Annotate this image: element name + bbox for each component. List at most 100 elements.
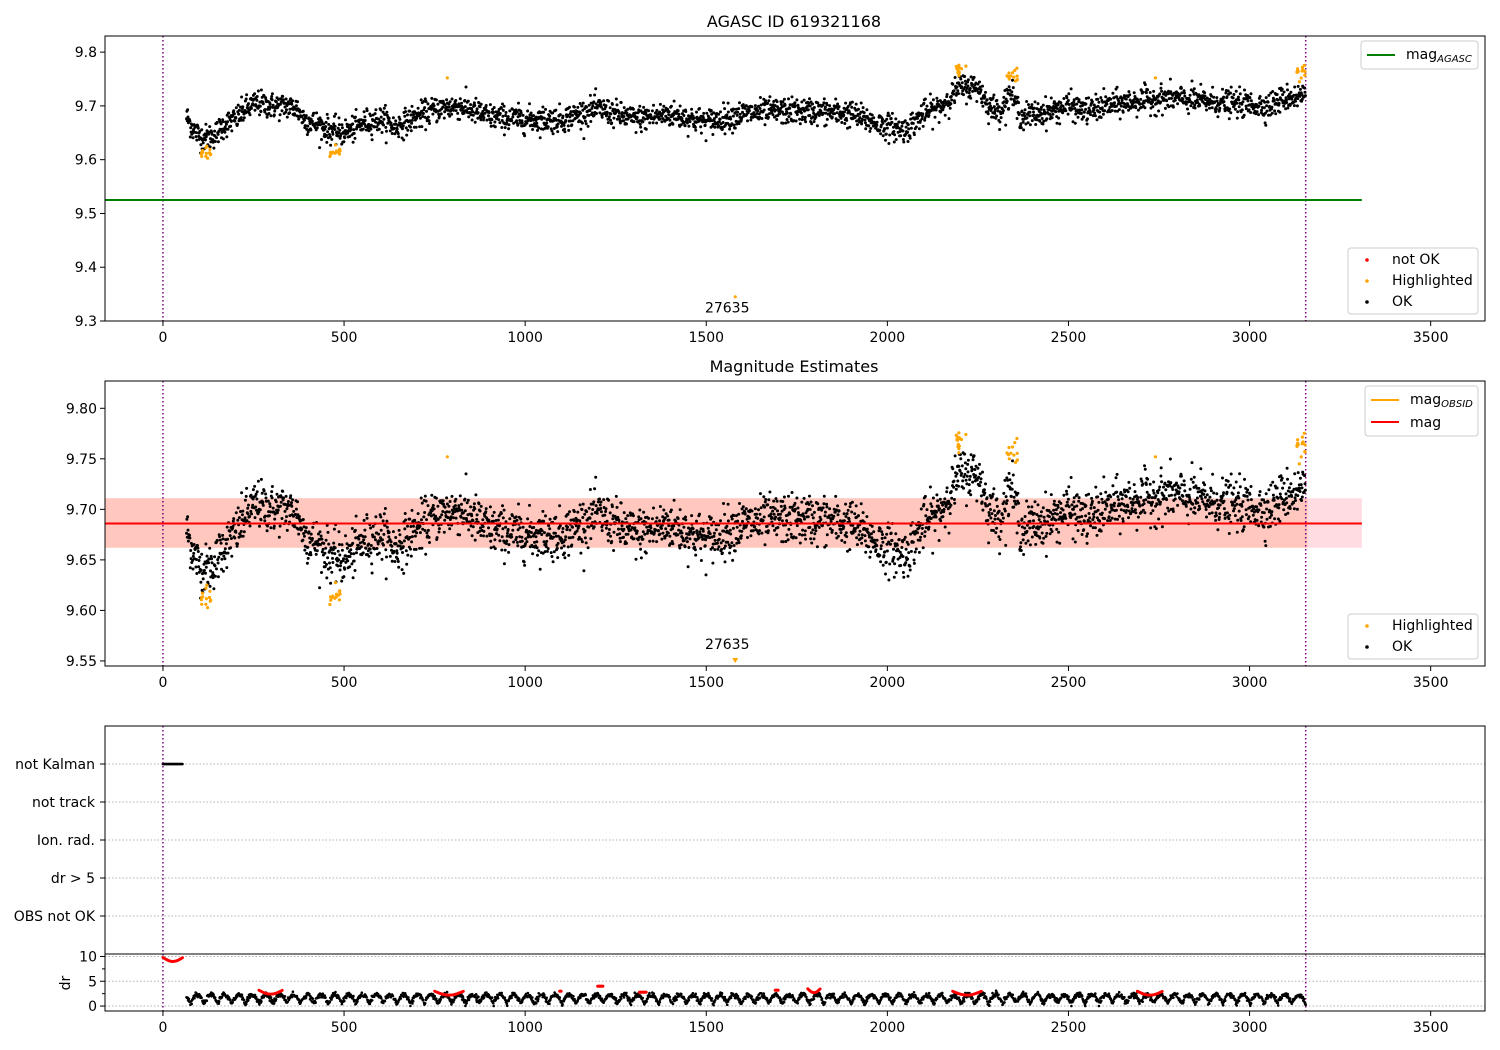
ok-point	[1184, 102, 1188, 106]
ok-point	[622, 106, 626, 110]
ok-point	[808, 494, 811, 498]
ok-point	[671, 527, 674, 531]
ok-point	[275, 492, 279, 496]
ok-point	[610, 121, 614, 125]
ok-point	[332, 114, 336, 118]
ok-point	[213, 129, 217, 133]
ok-point	[401, 551, 404, 554]
ok-point	[720, 551, 724, 555]
ok-point	[460, 101, 463, 105]
ok-point	[900, 546, 904, 549]
ok-point	[373, 125, 377, 129]
ok-point	[840, 539, 844, 542]
ok-point	[1211, 85, 1215, 89]
ok-point	[250, 512, 253, 516]
ok-point	[369, 123, 373, 127]
ok-point	[448, 114, 452, 118]
ok-point	[1038, 113, 1042, 117]
ok-point	[672, 524, 676, 528]
ok-point	[941, 108, 945, 112]
ok-point	[380, 131, 384, 134]
ok-point	[605, 110, 609, 114]
ok-point	[517, 101, 520, 105]
ok-point	[758, 115, 762, 119]
ok-point	[188, 566, 192, 570]
highlighted-point	[204, 146, 208, 150]
ok-point	[369, 114, 373, 118]
ok-point	[751, 529, 755, 533]
ok-point	[484, 510, 488, 514]
ok-point	[1221, 87, 1224, 91]
ok-point	[703, 123, 707, 127]
ok-point	[568, 528, 572, 532]
ok-point	[744, 507, 748, 511]
ok-point	[282, 98, 285, 102]
ok-point	[1204, 104, 1208, 108]
ok-point	[761, 519, 765, 522]
ok-point	[245, 486, 249, 490]
ok-point	[1282, 90, 1286, 94]
ok-point	[260, 491, 264, 495]
ok-point	[324, 546, 328, 550]
ok-point	[515, 540, 519, 544]
ok-point	[967, 91, 971, 95]
ok-point	[631, 107, 635, 111]
ok-point	[964, 82, 968, 86]
ok-point	[753, 104, 757, 108]
ok-point	[988, 101, 992, 105]
ok-point	[546, 547, 550, 551]
ok-point	[699, 125, 703, 129]
ok-point	[237, 516, 241, 520]
ok-point	[370, 138, 374, 142]
ok-point	[353, 115, 357, 119]
ok-point	[361, 551, 365, 555]
ok-point	[607, 115, 611, 119]
ok-point	[560, 538, 564, 541]
ok-point	[254, 505, 258, 509]
ok-point	[583, 529, 587, 533]
ok-point	[1143, 83, 1147, 87]
ok-point	[580, 508, 584, 511]
ok-point	[548, 527, 552, 531]
ok-point	[1011, 78, 1014, 82]
ok-point	[199, 580, 203, 584]
ok-point	[531, 552, 535, 556]
ok-point	[382, 106, 386, 110]
ok-point	[478, 509, 482, 513]
ok-point	[892, 130, 896, 133]
ok-point	[720, 127, 724, 131]
ok-point	[385, 555, 388, 559]
ok-point	[766, 115, 770, 119]
legend-label-ok: OK	[1392, 294, 1413, 310]
ok-point	[479, 102, 483, 106]
ok-point	[458, 97, 462, 101]
ok-point	[253, 516, 257, 520]
ok-point	[650, 109, 654, 113]
ok-point	[277, 119, 281, 123]
ok-point	[442, 116, 446, 120]
ok-point	[408, 109, 412, 113]
ok-point	[657, 529, 660, 532]
ok-point	[737, 107, 741, 111]
ok-point	[550, 129, 554, 133]
ok-point	[491, 519, 495, 523]
ok-point	[985, 102, 989, 106]
ok-point	[543, 126, 547, 130]
ok-point	[349, 548, 353, 552]
ok-point	[506, 528, 510, 531]
ok-point	[426, 102, 430, 106]
ok-point	[542, 116, 546, 120]
ok-point	[639, 517, 643, 521]
ok-point	[712, 117, 716, 121]
ok-point	[413, 534, 417, 538]
ok-point	[894, 138, 898, 141]
ok-point	[722, 502, 725, 505]
ok-point	[686, 565, 690, 569]
agasc-frame	[104, 35, 1486, 322]
ok-point	[599, 100, 603, 104]
ok-point	[351, 541, 355, 545]
ok-point	[897, 120, 901, 124]
ok-point	[456, 111, 460, 115]
ok-point	[499, 511, 503, 515]
ok-point	[1065, 96, 1069, 100]
